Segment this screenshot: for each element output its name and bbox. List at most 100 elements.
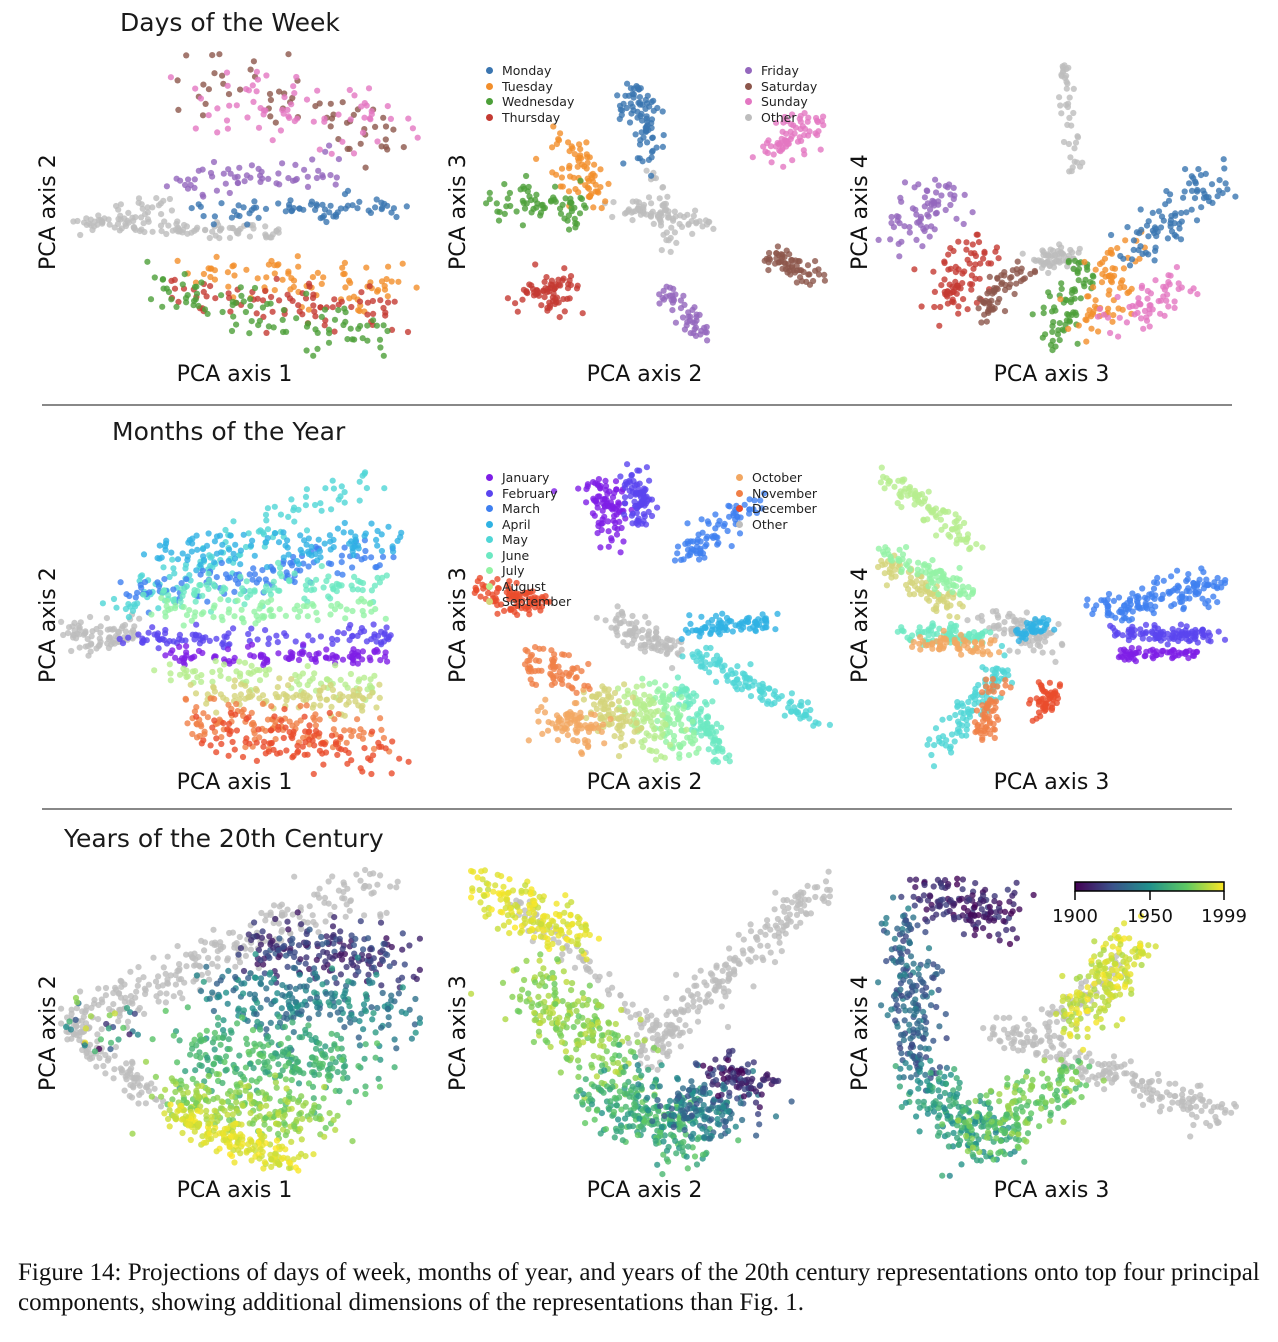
data-point <box>231 677 238 684</box>
data-point <box>352 536 359 543</box>
data-point <box>225 557 232 564</box>
data-point <box>391 298 398 305</box>
data-point <box>184 553 191 560</box>
data-point <box>356 298 364 305</box>
data-point <box>1051 251 1058 259</box>
data-point <box>274 750 281 757</box>
data-point <box>935 591 942 598</box>
data-point <box>1193 217 1201 224</box>
data-point <box>226 546 233 553</box>
data-point <box>346 540 353 547</box>
data-point <box>657 210 664 217</box>
data-point <box>117 201 124 208</box>
data-point <box>1130 237 1137 244</box>
data-point <box>316 548 323 555</box>
data-point <box>1065 257 1072 265</box>
data-point <box>1163 188 1170 195</box>
data-point <box>643 464 650 471</box>
data-point <box>628 512 635 519</box>
data-point <box>1083 263 1090 270</box>
data-point <box>1061 74 1069 82</box>
data-point <box>103 615 110 622</box>
data-point <box>316 692 323 699</box>
data-point <box>342 615 349 622</box>
data-point <box>1169 587 1176 594</box>
data-point <box>776 252 783 259</box>
data-point <box>345 694 352 701</box>
data-point <box>1175 627 1182 634</box>
data-point <box>247 296 254 303</box>
data-point <box>968 272 975 279</box>
data-point <box>657 647 664 654</box>
data-point <box>172 654 179 661</box>
data-point <box>250 204 257 211</box>
data-point <box>633 683 640 690</box>
data-point <box>670 732 678 740</box>
data-point <box>689 230 696 237</box>
data-point <box>815 266 822 273</box>
data-point <box>342 747 349 754</box>
data-point <box>212 657 219 665</box>
data-point <box>205 112 212 119</box>
data-point <box>703 329 710 336</box>
data-point <box>211 213 218 220</box>
data-point <box>716 617 723 624</box>
data-point <box>304 173 311 180</box>
data-point <box>995 625 1002 632</box>
data-point <box>682 685 690 692</box>
data-point <box>995 614 1002 621</box>
data-point <box>293 720 300 727</box>
data-point <box>317 500 324 507</box>
data-point <box>213 635 220 642</box>
data-point <box>941 258 948 265</box>
data-point <box>277 127 284 134</box>
data-point <box>703 701 710 708</box>
data-point <box>121 215 128 222</box>
data-point <box>253 687 260 694</box>
data-point <box>670 737 678 744</box>
data-point <box>687 330 694 337</box>
data-point <box>559 728 566 735</box>
data-point <box>974 648 981 655</box>
data-point <box>561 308 568 315</box>
data-point <box>983 318 990 325</box>
data-point <box>1071 145 1078 152</box>
data-point <box>1222 180 1229 187</box>
data-point <box>1188 206 1195 213</box>
data-point <box>287 286 294 293</box>
data-point <box>299 743 306 750</box>
data-point <box>594 493 602 500</box>
data-point <box>1138 315 1145 322</box>
data-point <box>318 280 325 287</box>
data-point <box>765 685 773 692</box>
data-point <box>878 464 885 471</box>
data-point <box>821 271 828 278</box>
data-point <box>553 725 560 732</box>
data-point <box>1151 257 1158 264</box>
data-point <box>355 702 362 709</box>
data-point <box>230 550 237 557</box>
data-point <box>691 304 698 311</box>
data-point <box>216 51 223 58</box>
data-point <box>373 536 380 543</box>
data-point <box>1068 168 1075 175</box>
data-point <box>316 716 323 723</box>
data-point <box>1019 250 1026 257</box>
point-cluster <box>163 142 342 200</box>
data-point <box>276 181 283 188</box>
data-point <box>371 582 378 589</box>
data-point <box>907 566 914 573</box>
data-point <box>1202 600 1209 607</box>
data-point <box>350 687 357 694</box>
point-cluster <box>188 187 410 228</box>
data-point <box>891 483 898 490</box>
data-point <box>956 564 963 572</box>
data-point <box>888 213 895 221</box>
data-point <box>310 602 317 609</box>
data-point <box>688 545 695 552</box>
data-point <box>978 319 985 326</box>
data-point <box>1027 642 1034 649</box>
data-point <box>715 629 722 636</box>
data-point <box>328 602 335 609</box>
data-point <box>624 642 631 649</box>
